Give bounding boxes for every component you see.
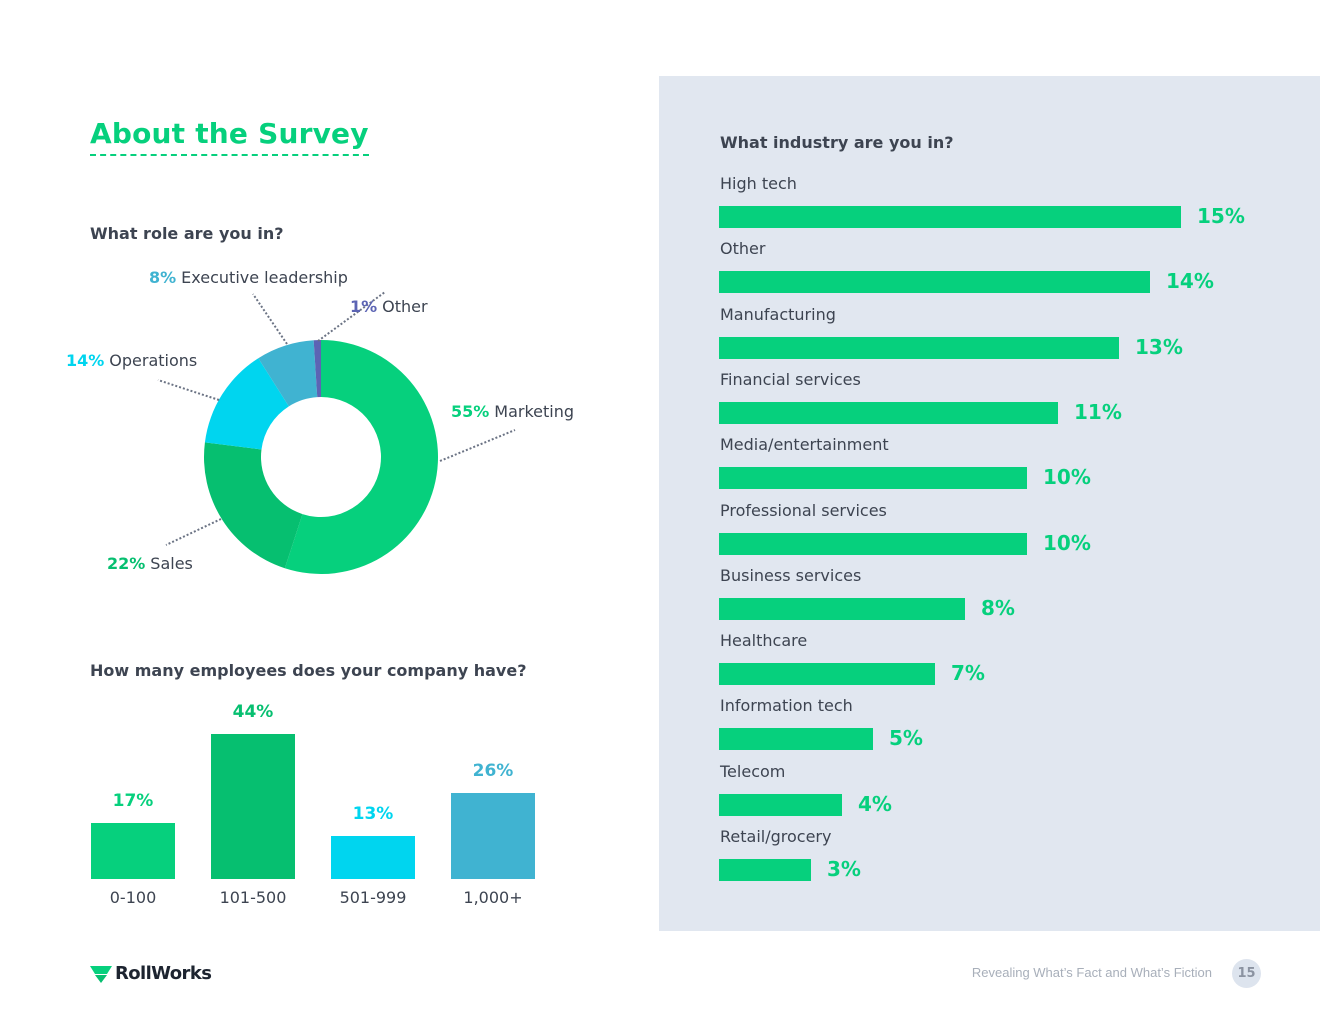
industry-bar-value: 3% <box>827 857 861 881</box>
donut-pct-sales: 22% <box>107 554 146 573</box>
employee-bar <box>211 734 295 879</box>
donut-label-executive: 8% Executive leadership <box>149 268 348 288</box>
industry-question: What industry are you in? <box>720 133 954 152</box>
employee-bar-category: 1,000+ <box>463 888 523 907</box>
employee-bar-category: 0-100 <box>109 888 157 907</box>
employee-bar <box>91 823 175 879</box>
employee-bar-category: 101-500 <box>219 888 287 907</box>
employees-question: How many employees does your company hav… <box>90 661 527 680</box>
industry-label: Financial services <box>720 370 861 389</box>
industry-bar-value: 7% <box>951 661 985 685</box>
industry-bar <box>719 467 1027 489</box>
industry-label: Manufacturing <box>720 305 836 324</box>
page-title: About the Survey <box>90 116 369 156</box>
donut-slice-operations <box>204 358 289 450</box>
donut-leader-line <box>439 429 516 462</box>
industry-bar-value: 5% <box>889 726 923 750</box>
donut-label-operations: 14% Operations <box>66 351 197 371</box>
industry-label: Professional services <box>720 501 887 520</box>
employee-bar <box>331 836 415 879</box>
footer-tagline: Revealing What’s Fact and What’s Fiction <box>971 965 1212 980</box>
donut-name-sales: Sales <box>150 554 193 573</box>
industry-label: High tech <box>720 174 797 193</box>
industry-bar-value: 4% <box>858 792 892 816</box>
industry-bar <box>719 728 873 750</box>
employee-bar-value: 17% <box>112 791 154 811</box>
rollworks-logo: RollWorks <box>90 963 212 984</box>
industry-bar <box>719 859 811 881</box>
donut-pct-marketing: 55% <box>451 402 490 421</box>
industry-bar <box>719 402 1058 424</box>
industry-label: Business services <box>720 566 862 585</box>
industry-bar-value: 10% <box>1043 531 1091 555</box>
industry-label: Media/entertainment <box>720 435 889 454</box>
donut-leader-line <box>165 518 222 546</box>
industry-label: Healthcare <box>720 631 808 650</box>
donut-label-marketing: 55% Marketing <box>451 402 574 422</box>
industry-label: Other <box>720 239 766 258</box>
donut-label-other: 1% Other <box>350 297 428 317</box>
employee-bar-value: 13% <box>352 804 394 824</box>
donut-pct-other: 1% <box>350 297 378 316</box>
industry-bar-value: 11% <box>1074 400 1122 424</box>
industry-label: Telecom <box>720 762 786 781</box>
donut-pct-operations: 14% <box>66 351 105 370</box>
rollworks-logo-icon <box>90 965 112 983</box>
industry-bar <box>719 663 935 685</box>
page-number: 15 <box>1232 959 1261 988</box>
donut-pct-executive: 8% <box>149 268 177 287</box>
industry-bar <box>719 206 1181 228</box>
industry-bar <box>719 533 1027 555</box>
industry-bar <box>719 598 965 620</box>
role-donut-chart <box>157 291 516 574</box>
industry-bar-value: 13% <box>1135 335 1183 359</box>
industry-bar-value: 14% <box>1166 269 1214 293</box>
donut-name-other: Other <box>382 297 428 316</box>
employee-bar-value: 44% <box>232 702 274 722</box>
donut-slice-executive-leadership <box>258 340 318 407</box>
donut-label-sales: 22% Sales <box>107 554 193 574</box>
industry-bar <box>719 271 1150 293</box>
industry-bar <box>719 337 1119 359</box>
donut-name-operations: Operations <box>109 351 198 370</box>
employee-bar-value: 26% <box>472 761 514 781</box>
industry-label: Retail/grocery <box>720 827 832 846</box>
donut-name-marketing: Marketing <box>494 402 575 421</box>
donut-slice-sales <box>203 442 303 569</box>
donut-slice-other <box>313 340 321 398</box>
donut-name-executive: Executive leadership <box>181 268 348 287</box>
employee-bar-category: 501-999 <box>339 888 407 907</box>
industry-bar-value: 10% <box>1043 465 1091 489</box>
role-question: What role are you in? <box>90 224 284 243</box>
employee-bar <box>451 793 535 879</box>
logo-text: RollWorks <box>115 963 212 984</box>
donut-leader-line <box>157 379 220 401</box>
donut-leader-line <box>252 293 288 345</box>
industry-bar-value: 8% <box>981 596 1015 620</box>
industry-bar-value: 15% <box>1197 204 1245 228</box>
industry-label: Information tech <box>720 696 853 715</box>
industry-bar <box>719 794 842 816</box>
donut-leader-line <box>317 291 386 342</box>
donut-slice-marketing <box>284 340 438 574</box>
